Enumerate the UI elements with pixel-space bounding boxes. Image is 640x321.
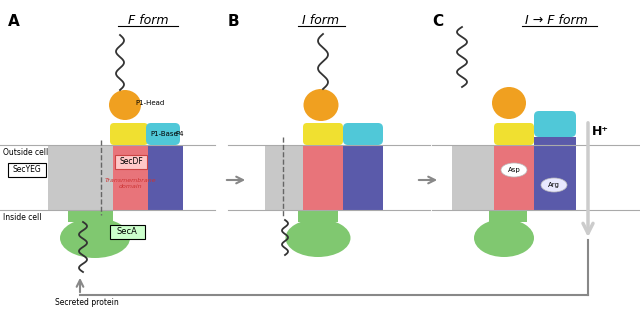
Bar	[452, 145, 494, 210]
Text: H⁺: H⁺	[592, 125, 609, 138]
Ellipse shape	[474, 219, 534, 257]
FancyBboxPatch shape	[534, 111, 576, 137]
Bar	[343, 145, 383, 210]
Bar	[265, 145, 303, 210]
Text: Outside cell: Outside cell	[3, 148, 48, 157]
Text: I form: I form	[301, 14, 339, 27]
Ellipse shape	[492, 87, 526, 119]
Bar	[303, 145, 343, 210]
FancyBboxPatch shape	[343, 123, 383, 145]
Ellipse shape	[303, 89, 339, 121]
Text: SecA: SecA	[116, 228, 138, 237]
Text: Inside cell: Inside cell	[3, 213, 42, 222]
Bar	[534, 137, 576, 210]
Ellipse shape	[541, 178, 567, 192]
Text: C: C	[432, 14, 443, 29]
Bar	[113, 145, 148, 210]
FancyBboxPatch shape	[146, 123, 180, 145]
Text: B: B	[228, 14, 239, 29]
Text: Secreted protein: Secreted protein	[55, 298, 119, 307]
FancyBboxPatch shape	[110, 123, 148, 145]
Ellipse shape	[109, 90, 141, 120]
Bar	[115, 155, 147, 169]
Text: SecDF: SecDF	[119, 158, 143, 167]
Bar	[68, 210, 113, 222]
Bar	[494, 145, 534, 210]
Bar	[8, 163, 46, 177]
Ellipse shape	[285, 219, 351, 257]
Ellipse shape	[501, 163, 527, 177]
Bar	[148, 145, 183, 210]
Text: P1-Head: P1-Head	[135, 100, 164, 106]
Text: I → F form: I → F form	[525, 14, 588, 27]
Bar	[110, 225, 145, 239]
Bar	[298, 210, 338, 222]
FancyBboxPatch shape	[303, 123, 343, 145]
Text: Arg: Arg	[548, 182, 560, 188]
Text: F form: F form	[128, 14, 168, 27]
Bar	[489, 210, 527, 222]
Text: P4: P4	[175, 131, 184, 137]
Text: A: A	[8, 14, 20, 29]
Text: SecYEG: SecYEG	[13, 166, 42, 175]
Text: P1-Base: P1-Base	[150, 131, 178, 137]
FancyBboxPatch shape	[494, 123, 534, 145]
Bar	[48, 145, 113, 210]
Text: Transmembrane
domain: Transmembrane domain	[105, 178, 157, 189]
Text: Asp: Asp	[508, 167, 520, 173]
Ellipse shape	[60, 218, 130, 258]
